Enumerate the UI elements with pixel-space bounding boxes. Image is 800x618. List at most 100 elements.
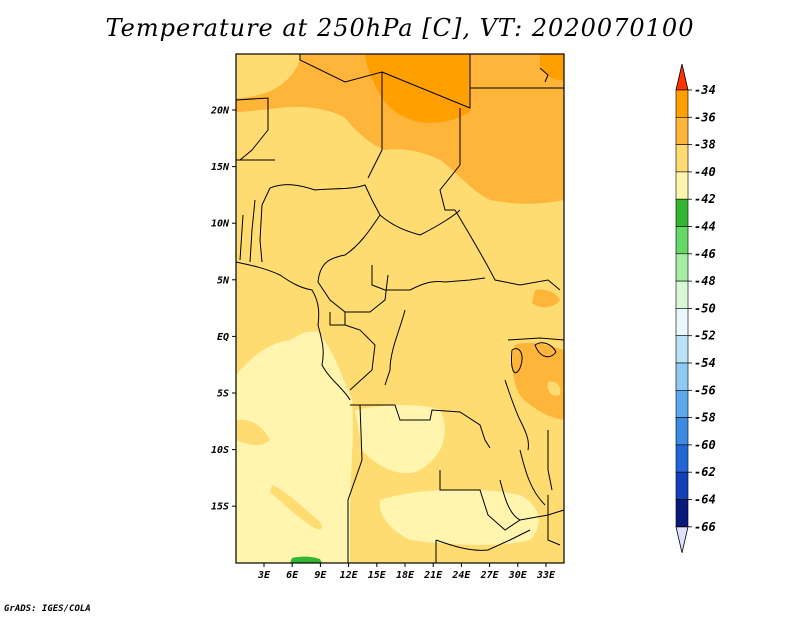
colorbar-label: -38 [694,138,716,152]
colorbar-swatch [675,499,689,528]
border-line [439,108,461,211]
border-line [239,214,244,261]
lake-outline [504,379,529,451]
lat-label: 5N [217,275,230,286]
colorbar-label: -56 [694,383,716,397]
border-line [371,265,486,291]
colorbar-label: -52 [694,329,716,343]
colorbar-top-arrow [675,63,689,91]
colorbar-bottom-arrow [675,526,689,553]
contour-region-minus42-south [379,489,539,545]
border-line [350,404,491,449]
lat-label: 10S [211,445,229,456]
contour-region-minus40-notch [236,54,300,98]
lon-label: 33E [536,570,556,581]
colorbar-swatch [675,417,689,446]
longitude-ticks: 3E 6E 9E 12E 15E 18E 21E 24E 27E 30E 33E [257,563,556,581]
lake-outline [539,67,549,83]
colorbar-label: -54 [694,356,716,370]
border-line [344,324,376,391]
contour-region-minus40-patch [547,381,561,396]
lake-outline [534,342,557,358]
contour-region-minus36 [365,54,470,123]
colorbar-label: -66 [694,520,716,534]
grads-credit: GrADS: IGES/COLA [4,604,91,614]
lon-label: 21E [423,570,443,581]
lat-label: 10N [211,219,230,230]
colorbar-label: -48 [694,274,716,288]
colorbar-swatch [675,335,689,364]
map-fields [236,54,564,563]
border-line [384,309,406,386]
colorbar-label: -58 [694,411,716,425]
colorbar-label: -60 [694,438,716,452]
colorbar-swatch [675,198,689,227]
border-line [259,187,271,263]
border-line [379,209,461,236]
border-line [269,184,381,216]
colorbar-swatch [675,117,689,145]
border-line [454,209,561,291]
country-borders [235,54,565,563]
colorbar-label: -46 [694,247,716,261]
lat-label: 20N [210,106,230,117]
colorbar-swatch [675,471,689,500]
lat-label: 15S [211,502,229,513]
contour-streak-minus40 [270,485,322,530]
colorbar: -34 -36 -38 -40 -42 -44 -46 -48 -50 -52 -54 -56 -58 -… [675,63,716,553]
colorbar-swatch [675,253,689,282]
border-line [235,97,269,161]
border-line [317,214,389,313]
border-line [519,449,546,506]
border-line [329,312,346,326]
colorbar-swatch [675,308,689,336]
colorbar-label: -42 [694,192,716,206]
lon-label: 3E [257,570,271,581]
contour-region-minus38-lakes [532,289,560,308]
contour-region-minus38 [236,54,564,204]
colorbar-swatch [675,362,689,391]
colorbar-swatch [675,444,689,473]
colorbar-label: -40 [694,165,716,179]
border-line [439,470,565,531]
contour-region-minus44 [290,556,322,563]
map-frame [235,53,565,564]
border-line [435,529,531,551]
lake-outline [511,348,523,373]
border-line [499,479,521,521]
lon-label: 30E [508,570,528,581]
contour-region-minus38-east [512,342,564,420]
chart-title: Temperature at 250hPa [C], VT: 202007010… [105,14,695,42]
border-line [347,404,363,563]
lon-label: 9E [314,570,327,581]
colorbar-label: -64 [694,493,716,507]
border-line [249,199,256,263]
lon-label: 27E [480,570,500,581]
border-line [381,54,471,109]
lon-label: 6E [286,570,299,581]
colorbar-swatch [675,171,689,200]
lon-label: 18E [396,570,415,581]
coastline [235,261,351,401]
colorbar-swatch [675,89,689,118]
colorbar-label: -36 [694,110,716,124]
contour-region-minus42-interior [355,405,445,474]
colorbar-label: -50 [694,301,716,315]
colorbar-swatch [675,144,689,173]
border-line [507,337,565,341]
colorbar-swatch [675,280,689,309]
lat-label: EQ [217,332,229,343]
colorbar-label: -62 [694,465,716,479]
latitude-ticks: 20N 15N 10N 5N EQ 5S 10S 15S [210,106,236,513]
lon-label: 12E [340,570,359,581]
lon-label: 24E [451,570,471,581]
border-line [299,54,383,179]
contour-region-minus42 [236,331,353,563]
colorbar-label: -44 [694,220,716,234]
border-line [547,430,553,491]
lat-label: 5S [217,389,229,400]
colorbar-label: -34 [694,83,716,97]
contour-streak-minus40-west [236,419,270,445]
colorbar-swatch [675,226,689,255]
